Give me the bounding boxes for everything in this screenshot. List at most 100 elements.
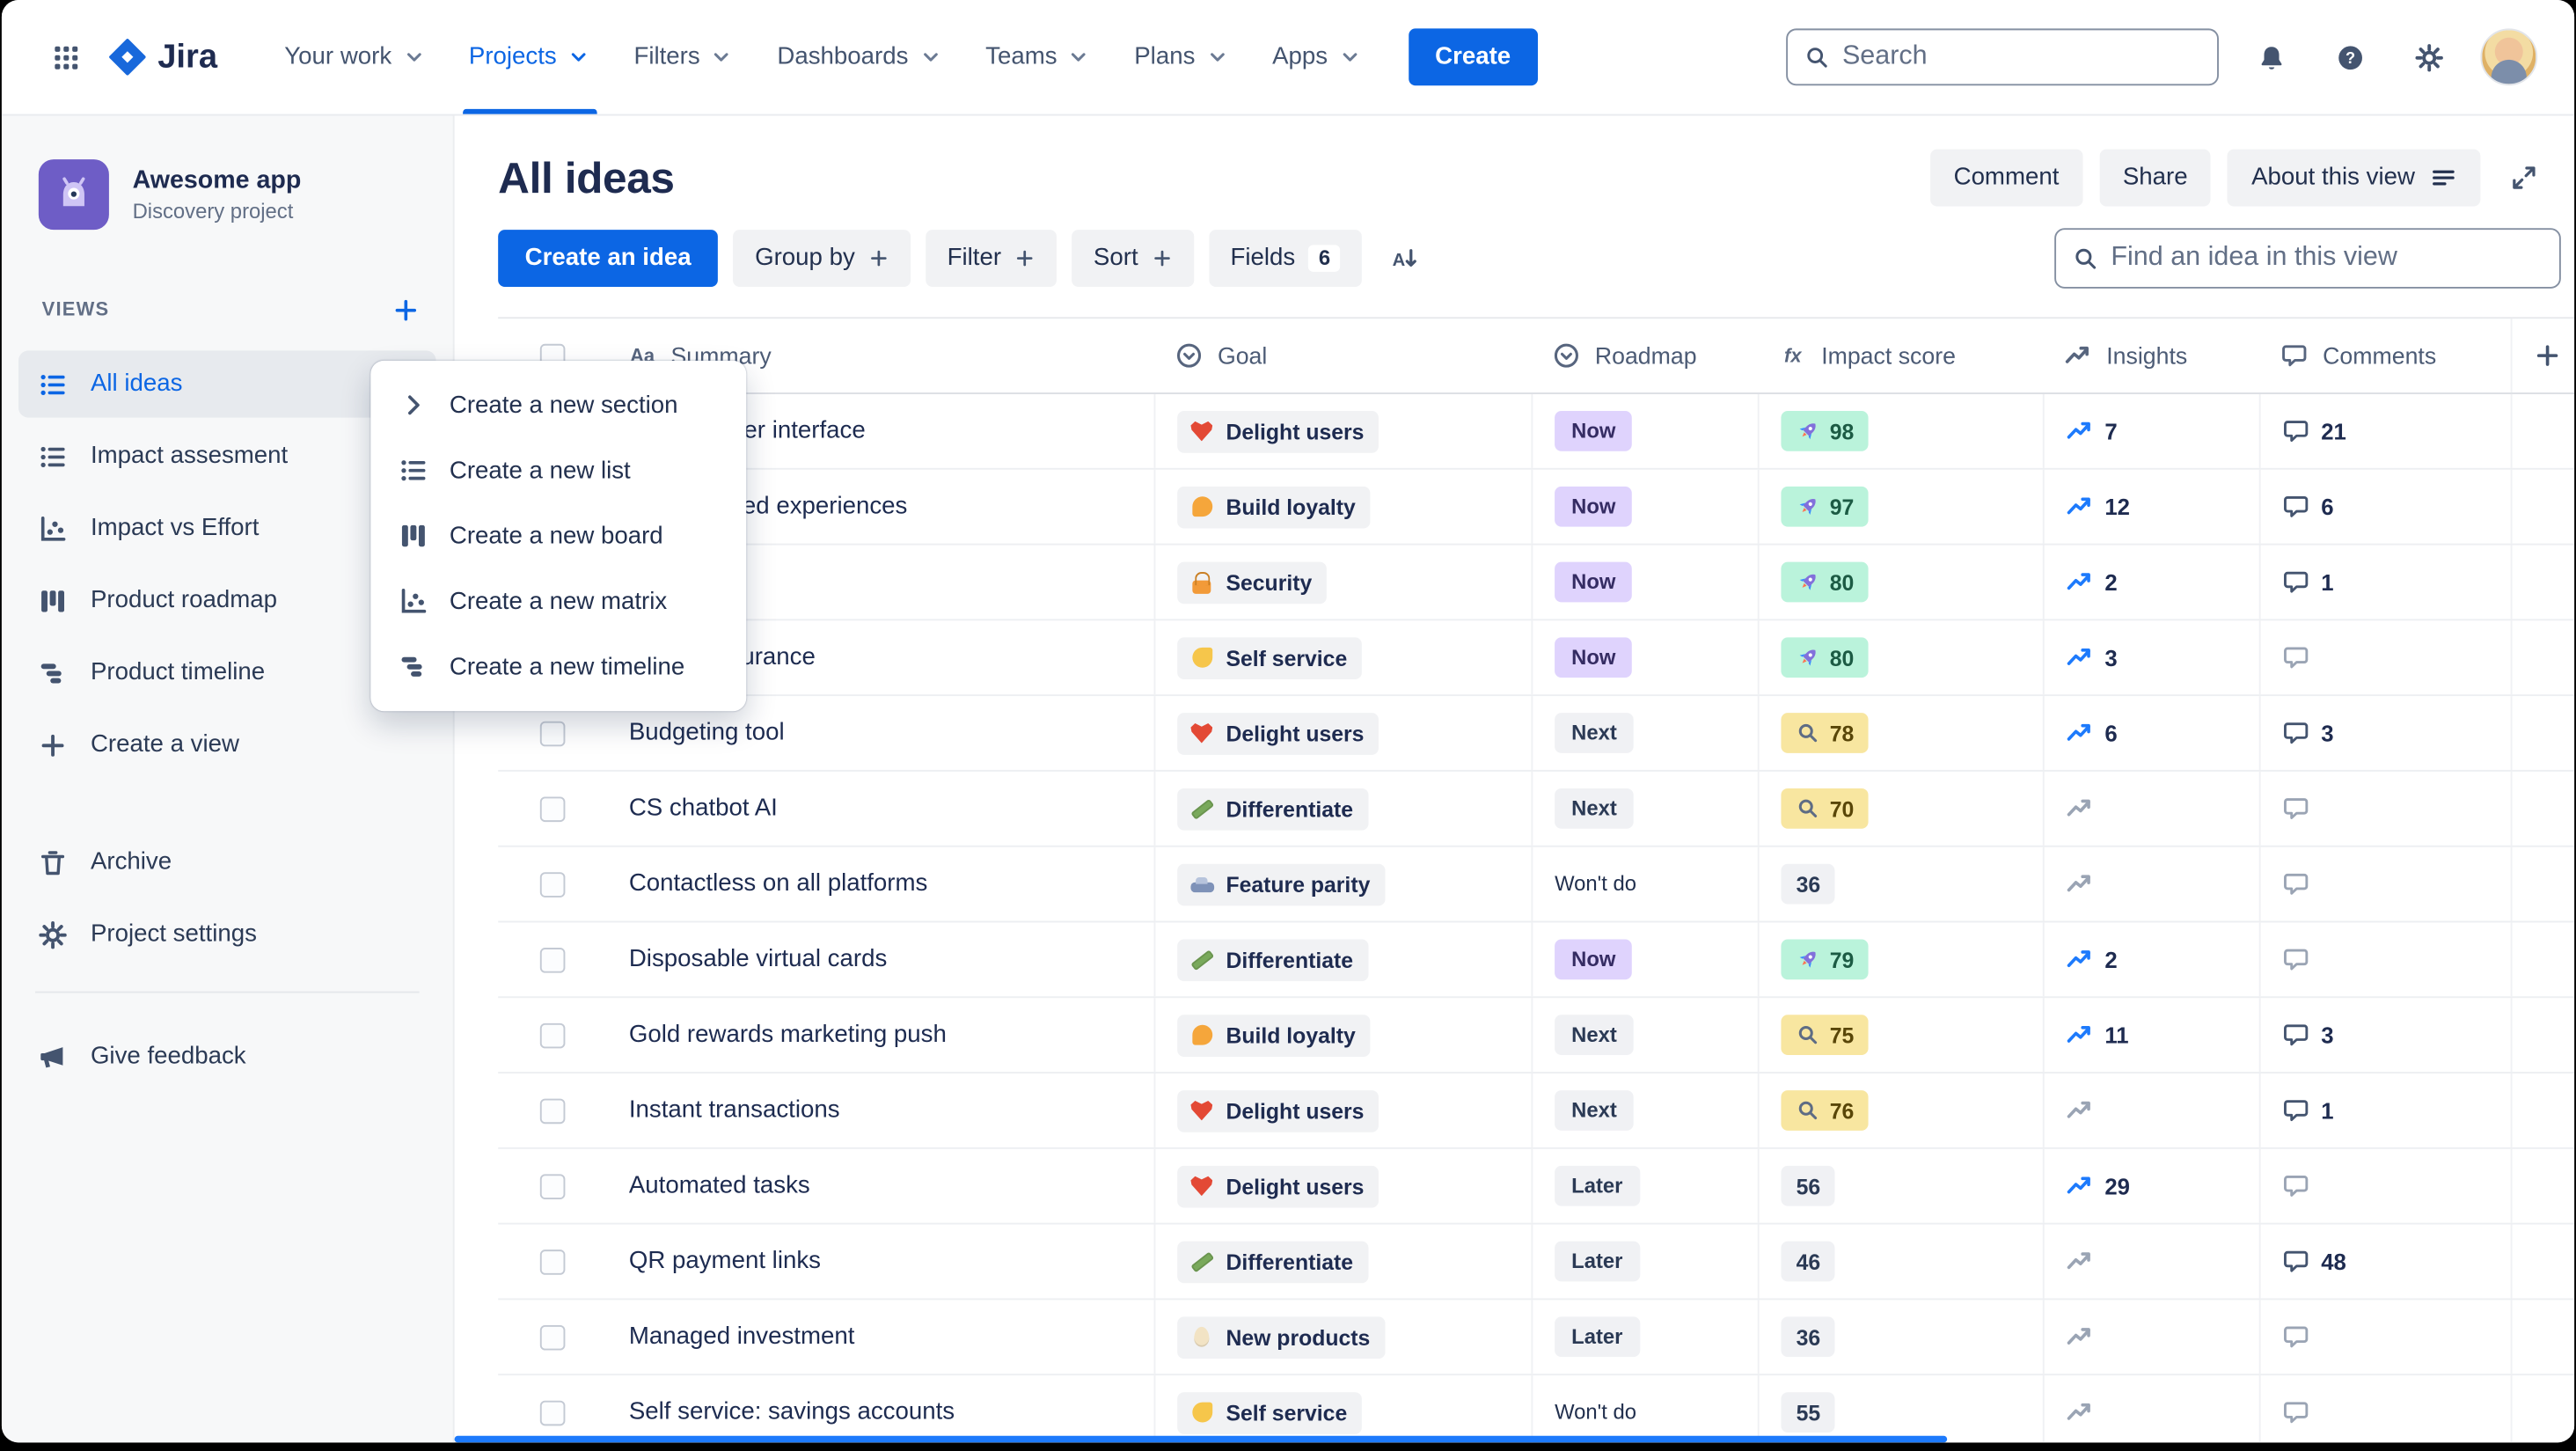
roadmap-chip[interactable]: Next: [1555, 1090, 1634, 1131]
table-row[interactable]: Contactless on all platforms Feature par…: [498, 846, 2575, 923]
comments-cell[interactable]: 48: [2258, 1224, 2511, 1299]
impact-score-chip[interactable]: 36: [1781, 1316, 1836, 1358]
nav-item[interactable]: Filters: [614, 0, 754, 114]
table-row[interactable]: Self service: savings accounts Self serv…: [498, 1375, 2574, 1443]
insights-cell[interactable]: 12: [2042, 469, 2259, 544]
insights-cell[interactable]: [2042, 1074, 2259, 1147]
table-row[interactable]: Modern user interface Delight users Now: [498, 393, 2575, 470]
table-row[interactable]: Face ID Security Now: [498, 545, 2575, 621]
sidebar-view-item[interactable]: All ideas: [18, 350, 436, 418]
insights-cell[interactable]: 6: [2042, 696, 2259, 770]
notifications-button[interactable]: [2244, 30, 2298, 84]
nav-item[interactable]: Apps: [1252, 0, 1381, 114]
roadmap-chip[interactable]: Won't do: [1555, 1400, 1636, 1425]
roadmap-chip[interactable]: Next: [1555, 788, 1634, 829]
insights-cell[interactable]: 29: [2042, 1148, 2259, 1223]
expand-view-button[interactable]: [2497, 151, 2550, 205]
roadmap-chip[interactable]: Next: [1555, 713, 1634, 753]
comments-cell[interactable]: [2258, 620, 2511, 695]
insights-cell[interactable]: [2042, 846, 2259, 921]
impact-score-chip[interactable]: 75: [1781, 1015, 1870, 1056]
find-idea-input[interactable]: [2111, 243, 2543, 274]
table-row[interactable]: Disposable virtual cards Differentiate N…: [498, 922, 2575, 999]
comments-cell[interactable]: 21: [2258, 393, 2511, 468]
sidebar-view-item[interactable]: Product timeline: [18, 639, 436, 706]
sidebar-view-item[interactable]: Impact assesment: [18, 422, 436, 489]
sidebar-view-item[interactable]: Impact vs Effort: [18, 495, 436, 561]
nav-item[interactable]: Plans: [1114, 0, 1248, 114]
impact-score-chip[interactable]: 36: [1781, 863, 1836, 905]
menu-item[interactable]: Create a new section: [370, 372, 746, 437]
find-idea-search[interactable]: [2054, 228, 2561, 289]
sidebar-view-item[interactable]: Product roadmap: [18, 567, 436, 634]
global-search[interactable]: [1786, 28, 2219, 86]
impact-score-chip[interactable]: 70: [1781, 788, 1870, 829]
menu-item[interactable]: Create a new board: [370, 503, 746, 568]
goal-chip[interactable]: Delight users: [1177, 410, 1379, 452]
comments-cell[interactable]: [2258, 1148, 2511, 1223]
table-row[interactable]: Automated tasks Delight users Later: [498, 1148, 2575, 1225]
goal-chip[interactable]: Security: [1177, 561, 1328, 604]
create-idea-button[interactable]: Create an idea: [498, 230, 719, 287]
jira-logo[interactable]: Jira: [109, 38, 217, 77]
roadmap-chip[interactable]: Now: [1555, 411, 1633, 451]
goal-chip[interactable]: Delight users: [1177, 1164, 1379, 1207]
roadmap-chip[interactable]: Later: [1555, 1316, 1640, 1358]
user-avatar[interactable]: [2480, 28, 2538, 86]
table-row[interactable]: CS chatbot AI Differentiate Next: [498, 771, 2575, 847]
table-row[interactable]: Device insurance Self service Now: [498, 620, 2575, 697]
settings-button[interactable]: [2402, 30, 2455, 84]
roadmap-chip[interactable]: Next: [1555, 1015, 1634, 1056]
toolbar-chip-button[interactable]: Filter: [925, 230, 1057, 287]
goal-chip[interactable]: Differentiate: [1177, 787, 1369, 830]
toolbar-chip-button[interactable]: Group by: [733, 230, 911, 287]
row-checkbox[interactable]: [539, 1399, 566, 1425]
fields-button[interactable]: Fields 6: [1208, 230, 1363, 287]
sidebar-manage-item[interactable]: Archive: [18, 829, 436, 896]
nav-item[interactable]: Dashboards: [757, 0, 962, 114]
insights-cell[interactable]: 2: [2042, 922, 2259, 997]
comments-cell[interactable]: 1: [2258, 1074, 2511, 1147]
table-row[interactable]: Budgeting tool Delight users Next: [498, 696, 2575, 772]
comments-cell[interactable]: 3: [2258, 998, 2511, 1073]
row-checkbox[interactable]: [539, 720, 566, 746]
impact-score-chip[interactable]: 98: [1781, 411, 1870, 451]
project-header[interactable]: Awesome app Discovery project: [2, 116, 453, 247]
roadmap-chip[interactable]: Later: [1555, 1165, 1640, 1206]
comments-cell[interactable]: [2258, 1300, 2511, 1374]
roadmap-chip[interactable]: Now: [1555, 486, 1633, 527]
column-header[interactable]: Goal: [1154, 319, 1532, 392]
comments-cell[interactable]: 1: [2258, 545, 2511, 619]
insights-cell[interactable]: [2042, 1300, 2259, 1374]
insights-cell[interactable]: 2: [2042, 545, 2259, 619]
impact-score-chip[interactable]: 76: [1781, 1090, 1870, 1131]
goal-chip[interactable]: Differentiate: [1177, 938, 1369, 981]
column-header[interactable]: Comments: [2259, 319, 2511, 392]
comments-cell[interactable]: 3: [2258, 696, 2511, 770]
insights-cell[interactable]: [2042, 771, 2259, 846]
add-column-button[interactable]: [2510, 319, 2574, 393]
row-checkbox[interactable]: [539, 1323, 566, 1350]
impact-score-chip[interactable]: 97: [1781, 486, 1870, 527]
row-checkbox[interactable]: [539, 795, 566, 822]
comments-cell[interactable]: [2258, 846, 2511, 921]
menu-item[interactable]: Create a new list: [370, 438, 746, 503]
goal-chip[interactable]: Delight users: [1177, 712, 1379, 754]
comments-cell[interactable]: [2258, 1375, 2511, 1443]
table-row[interactable]: Instant transactions Delight users Next: [498, 1074, 2575, 1149]
row-checkbox[interactable]: [539, 1173, 566, 1199]
roadmap-chip[interactable]: Now: [1555, 561, 1633, 603]
row-checkbox[interactable]: [539, 1097, 566, 1124]
goal-chip[interactable]: Delight users: [1177, 1089, 1379, 1132]
app-switcher-button[interactable]: [39, 30, 92, 84]
impact-score-chip[interactable]: 46: [1781, 1241, 1836, 1282]
global-search-input[interactable]: [1841, 41, 2200, 72]
goal-chip[interactable]: Self service: [1177, 1391, 1363, 1433]
table-row[interactable]: Managed investment New products Later: [498, 1300, 2575, 1376]
table-row[interactable]: Personalized experiences Build loyalty N…: [498, 469, 2575, 546]
impact-score-chip[interactable]: 55: [1781, 1392, 1836, 1433]
column-header[interactable]: Impact score: [1758, 319, 2043, 392]
table-row[interactable]: Gold rewards marketing push Build loyalt…: [498, 998, 2575, 1074]
goal-chip[interactable]: Differentiate: [1177, 1240, 1369, 1283]
comment-button[interactable]: Comment: [1929, 149, 2083, 207]
